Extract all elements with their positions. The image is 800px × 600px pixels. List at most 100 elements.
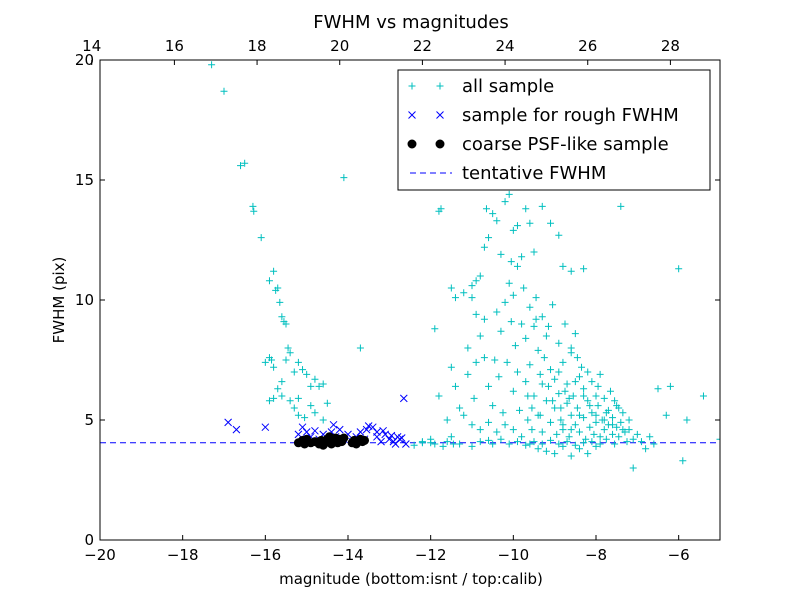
data-point <box>261 358 269 366</box>
top-tick-label: 14 <box>82 37 101 55</box>
data-point <box>633 430 641 438</box>
data-point <box>270 363 278 371</box>
data-point <box>456 440 464 448</box>
data-point <box>613 423 621 431</box>
data-point <box>600 394 608 402</box>
data-point <box>596 370 604 378</box>
data-point <box>580 392 588 400</box>
data-point <box>513 262 521 270</box>
data-point <box>509 426 517 434</box>
data-point <box>557 404 565 412</box>
data-point <box>501 421 509 429</box>
data-point <box>356 428 365 436</box>
data-point <box>573 404 581 412</box>
data-point <box>439 442 447 450</box>
data-point <box>563 438 571 446</box>
data-point <box>356 344 364 352</box>
data-point <box>551 450 559 458</box>
data-point <box>315 382 323 390</box>
data-point <box>329 420 338 429</box>
data-point <box>580 414 588 422</box>
data-point <box>476 438 484 446</box>
data-point <box>282 320 290 328</box>
data-point <box>476 272 484 280</box>
data-point <box>617 202 625 210</box>
data-point <box>596 433 604 441</box>
data-point <box>524 416 532 424</box>
data-point <box>220 87 228 95</box>
data-point <box>509 291 517 299</box>
data-point <box>307 382 315 390</box>
data-point <box>456 404 464 412</box>
data-point <box>609 414 617 422</box>
data-point <box>588 409 596 417</box>
data-point <box>542 447 550 455</box>
data-point <box>538 428 546 436</box>
data-point <box>311 426 319 435</box>
data-point <box>555 390 563 398</box>
data-point <box>497 435 505 443</box>
plot-content <box>100 61 720 472</box>
data-point <box>290 368 298 376</box>
data-point <box>615 404 623 412</box>
data-point <box>460 289 468 297</box>
data-point <box>561 320 569 328</box>
data-point <box>650 440 658 448</box>
data-point <box>571 378 579 386</box>
data-point <box>584 450 592 458</box>
data-point <box>224 418 232 427</box>
x-tick-label: −6 <box>668 546 690 564</box>
data-point <box>340 174 348 182</box>
data-point <box>559 358 567 366</box>
legend-marker <box>436 111 444 119</box>
data-point <box>683 416 691 424</box>
data-point <box>532 294 540 302</box>
data-point <box>311 409 319 417</box>
data-point <box>575 445 583 453</box>
data-point <box>507 318 515 326</box>
data-point <box>232 425 241 434</box>
data-point <box>431 325 439 333</box>
data-point <box>611 397 619 405</box>
x-tick-label: −20 <box>84 546 116 564</box>
data-point <box>427 435 435 443</box>
data-point <box>602 409 610 417</box>
data-point <box>447 284 455 292</box>
data-point <box>637 438 645 446</box>
data-point <box>559 421 567 429</box>
data-point <box>567 452 575 460</box>
data-point <box>611 440 619 448</box>
data-point <box>536 411 544 419</box>
data-point <box>294 411 302 419</box>
data-point <box>586 423 594 431</box>
data-point <box>590 430 598 438</box>
data-point <box>261 423 270 432</box>
data-point <box>584 368 592 376</box>
data-point <box>489 210 497 218</box>
data-point <box>544 322 552 330</box>
legend-label: sample for rough FWHM <box>462 105 679 126</box>
data-point <box>265 354 273 362</box>
data-point <box>565 394 573 402</box>
data-point <box>567 411 575 419</box>
data-point <box>540 354 548 362</box>
data-point <box>580 439 588 447</box>
data-point <box>493 308 501 316</box>
data-point <box>511 342 519 350</box>
data-point <box>485 234 493 242</box>
data-point <box>582 435 590 443</box>
data-point <box>476 426 484 434</box>
data-point <box>592 442 600 450</box>
data-point <box>493 217 501 225</box>
data-point <box>549 397 557 405</box>
data-point <box>600 416 608 424</box>
data-point <box>557 416 565 424</box>
legend-marker <box>436 82 444 90</box>
data-point <box>319 380 327 388</box>
data-point <box>509 226 517 234</box>
data-point <box>555 339 563 347</box>
data-point <box>518 433 526 441</box>
legend-box <box>397 69 711 191</box>
data-point <box>495 373 503 381</box>
data-point <box>547 418 555 426</box>
